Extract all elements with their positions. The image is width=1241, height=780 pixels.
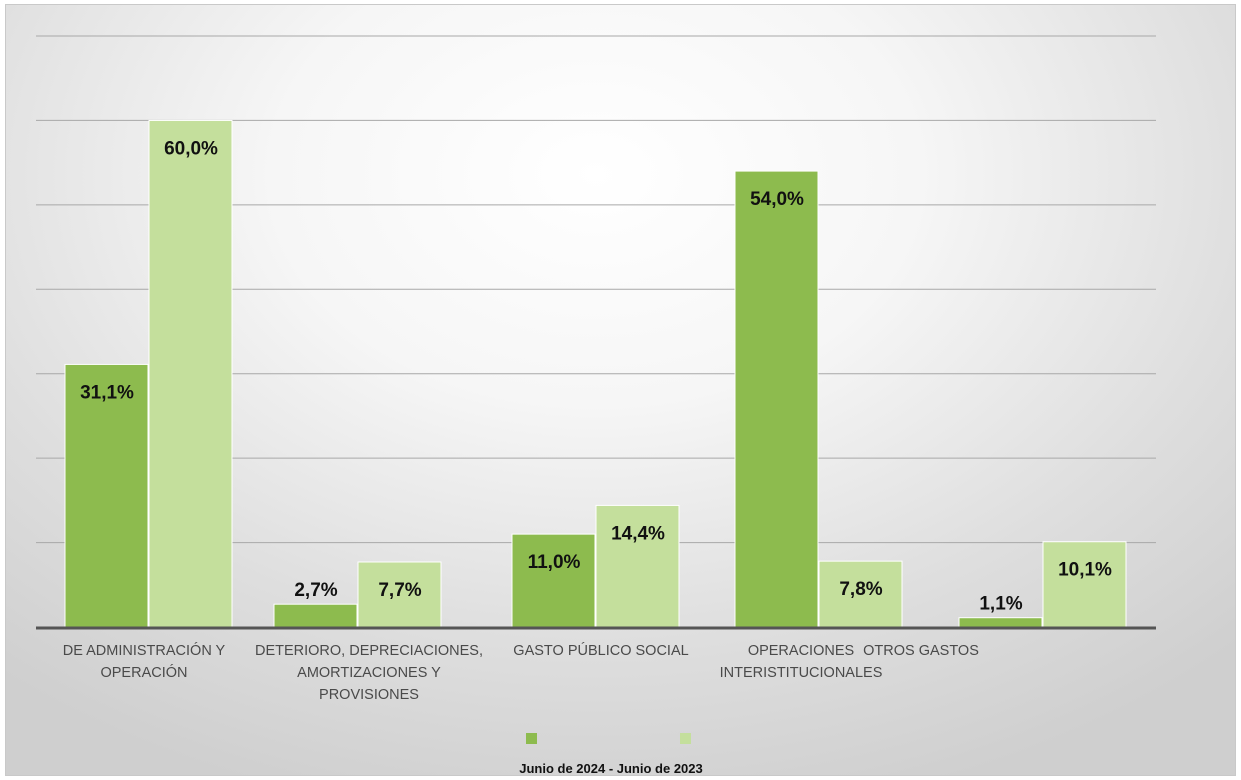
category-label: OPERACIONES [748, 643, 854, 659]
legend-marker-s2 [680, 733, 691, 744]
category-label: GASTO PÚBLICO SOCIAL [513, 642, 688, 659]
data-label: 2,7% [294, 580, 337, 601]
category-label: AMORTIZACIONES Y [297, 665, 441, 681]
data-label: 54,0% [750, 189, 804, 210]
data-label: 60,0% [164, 138, 218, 159]
bar-s2-3 [818, 560, 903, 628]
category-label: INTERISTITUCIONALES [720, 665, 883, 681]
data-label: 11,0% [528, 552, 581, 573]
data-label: 7,8% [839, 579, 882, 600]
bar-s2-4 [1042, 541, 1127, 628]
category-label: DE ADMINISTRACIÓN Y [63, 642, 226, 659]
legend-marker-s1 [526, 733, 537, 744]
data-label: 31,1% [80, 382, 134, 403]
legend-caption: Junio de 2024 - Junio de 2023 [519, 761, 703, 776]
bar-s2-2 [595, 504, 680, 628]
bar-s1-4 [958, 617, 1043, 628]
chart-frame: 31,1% 2,7% 11,0% 54,0% 1,1% 60,0% 7,7% 14,4% 7,8… [5, 4, 1236, 776]
data-label: 7,7% [378, 580, 421, 601]
category-label: PROVISIONES [319, 687, 419, 703]
category-label: OTROS GASTOS [863, 643, 979, 659]
bar-s2-0 [148, 119, 233, 628]
data-label: 1,1% [979, 594, 1022, 615]
bar-s1-0 [64, 363, 149, 628]
category-label: DETERIORO, DEPRECIACIONES, [255, 643, 483, 659]
bar-s1-2 [511, 533, 596, 628]
data-label: 10,1% [1058, 560, 1112, 581]
bar-s1-1 [273, 603, 358, 628]
bar-s1-3 [734, 170, 819, 628]
category-label: OPERACIÓN [100, 664, 187, 681]
data-label: 14,4% [611, 523, 665, 544]
bar-chart: 31,1% 2,7% 11,0% 54,0% 1,1% 60,0% 7,7% 14,4% 7,8… [36, 35, 1156, 776]
